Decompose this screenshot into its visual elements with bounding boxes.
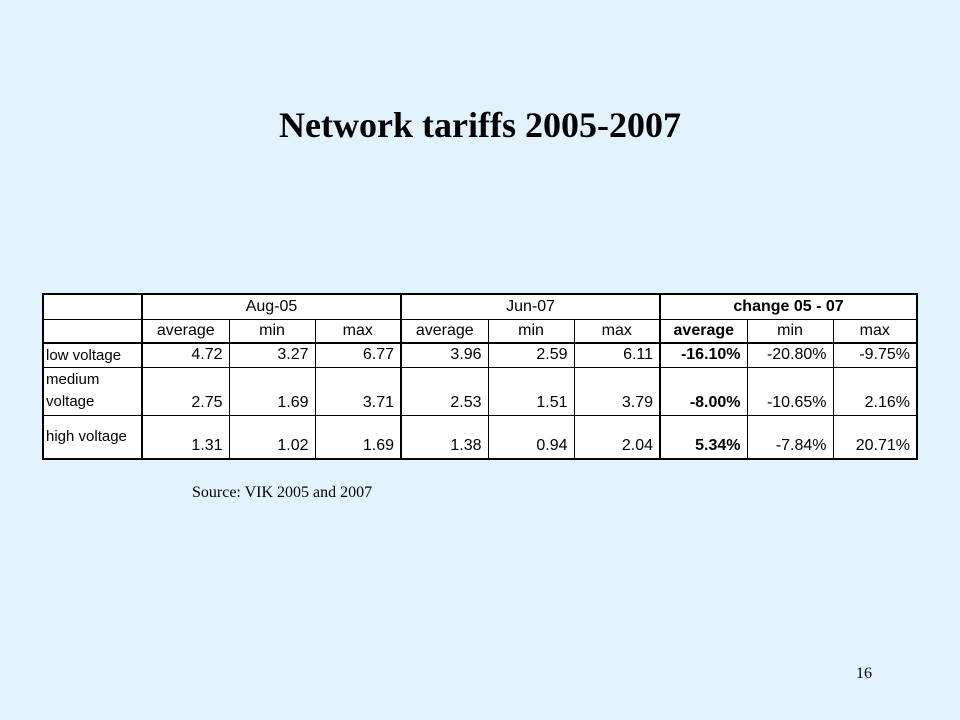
subheader-change-min: min <box>746 319 834 344</box>
cell-medium-jun-average: 2.53 <box>400 366 489 416</box>
group-header-row: Aug-05 Jun-07 change 05 - 07 <box>44 295 917 320</box>
cell-high-aug-min: 1.02 <box>228 414 316 458</box>
cell-medium-jun-max: 3.79 <box>573 366 662 416</box>
tariff-table-container: Aug-05 Jun-07 change 05 - 07 average min… <box>42 293 918 460</box>
subheader-jun-max: max <box>573 319 662 344</box>
cell-medium-aug-max: 3.71 <box>314 366 403 416</box>
source-note: Source: VIK 2005 and 2007 <box>192 484 373 501</box>
row-label-medium-voltage-line-2: voltage <box>46 393 95 410</box>
table-row-high-voltage: high voltage 1.31 1.02 1.69 1.38 0.94 2.… <box>44 414 917 458</box>
subheader-change-average: average <box>659 319 748 344</box>
cell-high-change-max: 20.71% <box>832 414 917 458</box>
subheader-jun-min: min <box>487 319 575 344</box>
cell-medium-change-max: 2.16% <box>832 366 917 416</box>
cell-low-change-max: -9.75% <box>832 342 917 368</box>
slide-title: Network tariffs 2005-2007 <box>279 105 681 145</box>
page-number: 16 <box>856 665 872 682</box>
cell-high-jun-min: 0.94 <box>487 414 575 458</box>
subheader-row: average min max average min max average … <box>44 319 917 344</box>
row-label-low-voltage: low voltage <box>44 342 143 368</box>
cell-low-jun-min: 2.59 <box>487 342 575 368</box>
table-row-low-voltage: low voltage 4.72 3.27 6.77 3.96 2.59 6.1… <box>44 342 917 368</box>
row-label-medium-voltage: medium voltage <box>44 366 143 416</box>
tariff-table: Aug-05 Jun-07 change 05 - 07 average min… <box>44 295 917 458</box>
cell-high-aug-average: 1.31 <box>141 414 230 458</box>
cell-low-aug-average: 4.72 <box>141 342 230 368</box>
cell-low-jun-max: 6.11 <box>573 342 662 368</box>
subheader-jun-average: average <box>400 319 489 344</box>
group-header-jun-07: Jun-07 <box>400 295 662 320</box>
cell-low-change-min: -20.80% <box>746 342 834 368</box>
cell-high-jun-average: 1.38 <box>400 414 489 458</box>
cell-low-change-average: -16.10% <box>659 342 748 368</box>
cell-high-change-average: 5.34% <box>659 414 748 458</box>
subheader-corner-cell <box>44 319 143 344</box>
header-corner-cell <box>44 295 143 320</box>
cell-medium-jun-min: 1.51 <box>487 366 575 416</box>
subheader-aug-average: average <box>141 319 230 344</box>
cell-high-change-min: -7.84% <box>746 414 834 458</box>
group-header-change: change 05 - 07 <box>659 295 917 320</box>
table-row-medium-voltage: medium voltage 2.75 1.69 3.71 2.53 1.51 3… <box>44 366 917 416</box>
cell-medium-change-average: -8.00% <box>659 366 748 416</box>
subheader-change-max: max <box>832 319 917 344</box>
cell-low-aug-max: 6.77 <box>314 342 403 368</box>
cell-high-aug-max: 1.69 <box>314 414 403 458</box>
cell-high-jun-max: 2.04 <box>573 414 662 458</box>
cell-medium-change-min: -10.65% <box>746 366 834 416</box>
row-label-medium-voltage-line-1: medium <box>46 371 100 388</box>
cell-low-jun-average: 3.96 <box>400 342 489 368</box>
cell-medium-aug-min: 1.69 <box>228 366 316 416</box>
group-header-aug-05: Aug-05 <box>141 295 403 320</box>
cell-medium-aug-average: 2.75 <box>141 366 230 416</box>
cell-low-aug-min: 3.27 <box>228 342 316 368</box>
subheader-aug-max: max <box>314 319 403 344</box>
row-label-high-voltage: high voltage <box>44 414 143 458</box>
subheader-aug-min: min <box>228 319 316 344</box>
